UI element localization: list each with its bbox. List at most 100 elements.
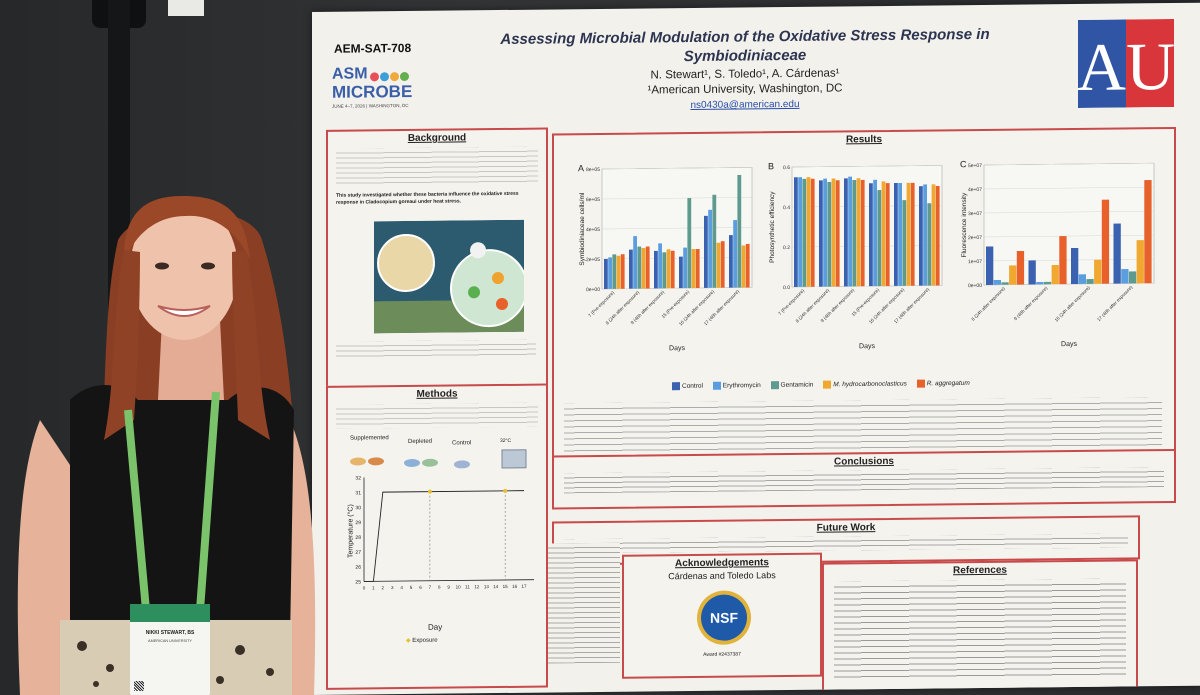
group-depleted: Depleted [408, 438, 433, 445]
gridline [602, 167, 752, 170]
group-supplemented: Supplemented [350, 435, 389, 442]
gridline [792, 165, 942, 168]
conceptual-figure [374, 219, 524, 334]
bar [835, 180, 840, 287]
legend-swatch-control [672, 382, 680, 391]
conclusions-section: Conclusions [552, 448, 1176, 510]
y-axis-label: Fluorescence intensity [961, 192, 968, 257]
bar [687, 198, 692, 289]
culture-tubes-icon [350, 449, 527, 469]
bar [1059, 236, 1067, 285]
name-badge: NIKKI STEWART, BS AMERICAN UNIVERSITY [130, 604, 210, 695]
legend-swatch-mhydro [823, 380, 832, 389]
y-tick-label: 0.6 [783, 165, 790, 171]
gridline [792, 245, 942, 248]
bar [704, 215, 708, 288]
bar [720, 241, 725, 288]
bar [1016, 250, 1025, 285]
asm-dots-icon [370, 68, 410, 86]
exposure-marker [503, 488, 508, 493]
bar [881, 181, 886, 287]
bar [729, 235, 733, 288]
exposure-label: Exposure [412, 637, 438, 644]
x-tick-label: 8 (24h after exposure) [970, 286, 1006, 322]
temp-tick-label: 25 [355, 579, 361, 585]
legend-swatch-erythromycin [712, 381, 721, 390]
poster-title: Assessing Microbial Modulation of the Ox… [430, 24, 1060, 69]
author-block: N. Stewart¹, S. Toledo¹, A. Cárdenas¹ ¹A… [430, 64, 1060, 116]
panel-letter: B [768, 161, 774, 171]
background-section: Background This study investigated wheth… [326, 127, 548, 396]
bar [641, 248, 646, 289]
day-tick-label: 3 [391, 585, 394, 590]
qr-code-icon [134, 681, 144, 691]
bar [712, 194, 717, 288]
temp-tick-label: 30 [355, 505, 361, 511]
day-tick-label: 12 [474, 584, 480, 589]
svg-text:AU: AU [1078, 28, 1174, 105]
bar [691, 248, 696, 289]
future-text-lines [564, 533, 1128, 554]
bar [1128, 271, 1137, 284]
references-heading: References [953, 564, 1007, 577]
bar [620, 254, 625, 289]
temp-label: 32°C [500, 437, 512, 445]
x-axis [364, 579, 534, 582]
y-axis-label: Photosynthetic efficiency [769, 191, 776, 263]
day-tick-label: 9 [447, 585, 450, 590]
bar [860, 179, 865, 287]
bar [741, 245, 746, 288]
x-tick-label: 9 (48h after exposure) [1013, 285, 1049, 321]
methods-section: Methods Supplemented Depleted Control 32… [326, 383, 548, 690]
bar [898, 182, 903, 286]
ack-heading: Acknowledgements [675, 557, 769, 570]
bar [1009, 265, 1017, 285]
y-axis-label: Symbiodiniaceae cells/ml [579, 192, 586, 266]
bar [629, 249, 633, 289]
legend-gentamicin: Gentamicin [780, 381, 814, 389]
gridline [602, 197, 752, 200]
day-axis-title: Day [428, 622, 443, 632]
badge-header-strip [130, 604, 210, 622]
day-tick-label: 15 [503, 584, 509, 589]
y-tick-label: 2e+07 [968, 235, 982, 241]
gridline [602, 227, 752, 230]
gridline [984, 210, 1154, 214]
day-tick-label: 6 [419, 585, 422, 590]
bar [986, 246, 994, 285]
bar [1028, 260, 1036, 285]
acknowledgements-section: Acknowledgements Cárdenas and Toledo Lab… [622, 552, 822, 679]
legend-swatch-ragg [916, 379, 925, 388]
y-tick-label: 2e+05 [586, 257, 600, 263]
bar [733, 220, 737, 288]
exposure-marker [427, 489, 432, 494]
bar [931, 184, 936, 286]
exposure-diamond-icon: ◆ [406, 637, 411, 645]
bar [810, 178, 815, 287]
x-tick-label: 16 (24h after exposure) [1054, 285, 1092, 323]
bar [993, 279, 1002, 285]
bar [683, 247, 687, 289]
badge-name: NIKKI STEWART, BS [145, 630, 195, 636]
bar [1078, 274, 1087, 284]
x-axis-label: Days [669, 345, 685, 352]
bar [802, 178, 807, 287]
gridline [792, 285, 942, 288]
bar [848, 176, 853, 287]
gridline [602, 287, 752, 290]
x-tick-label: 7 (Pre-exposure) [587, 290, 615, 318]
results-charts: A 8e+05 6e+05 4e+05 2e+05 0e+00 Symbiodiniacea… [578, 159, 1155, 352]
bar [1101, 199, 1110, 284]
legend-erythromycin: Erythromycin [722, 382, 761, 390]
bar [894, 183, 898, 286]
bar [1086, 279, 1094, 284]
bar [1113, 223, 1121, 284]
y-tick-label: 0.0 [783, 285, 790, 291]
bar [1043, 281, 1052, 285]
bar [716, 242, 721, 288]
legend-swatch-gentamicin [770, 381, 779, 390]
y-tick-label: 6e+05 [586, 197, 600, 203]
bar [662, 252, 667, 289]
y-tick-label: 4e+05 [586, 227, 600, 233]
y-tick-label: 5e+07 [968, 163, 982, 169]
